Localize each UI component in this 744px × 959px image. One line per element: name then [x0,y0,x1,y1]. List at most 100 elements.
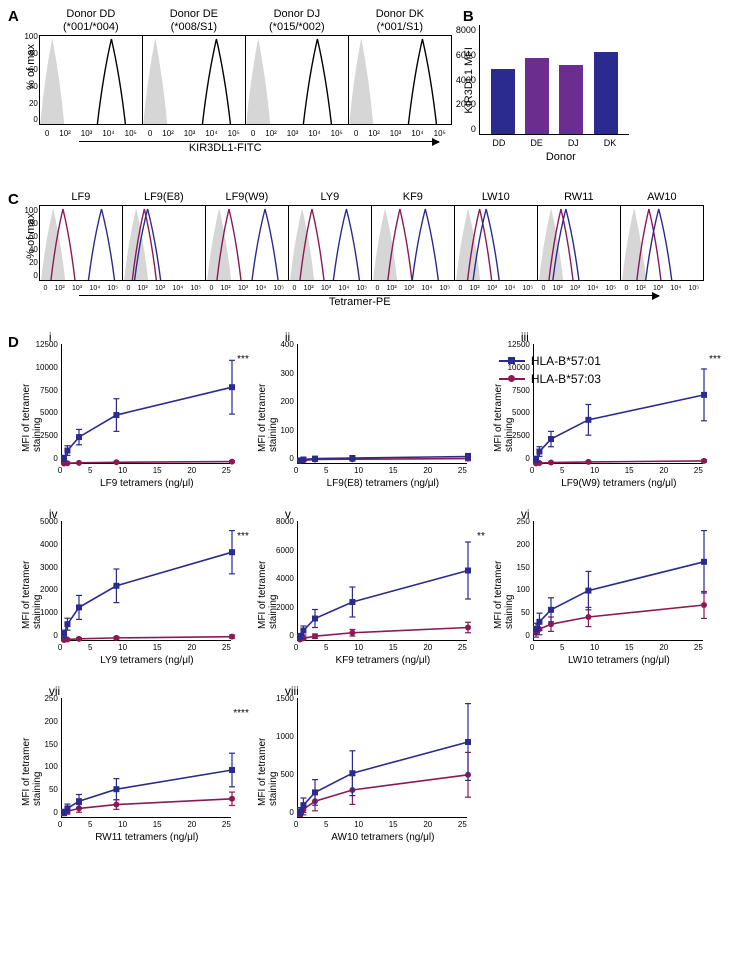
peptide-title: LF9 [71,191,90,203]
histogram-plot: 010²10³10⁴10⁵ [142,35,246,125]
panel-B-yticks: 80006000400020000 [450,25,476,134]
row-AB: A % of max Donor DD(*001/*004)0204060801… [8,8,736,163]
chart-xlabel: LF9 tetramers (ng/μl) [61,478,233,489]
bar-xtick: DJ [568,138,579,148]
panel-C-xlabel: Tetramer-PE [329,296,703,308]
chart-xlabel: LF9(W9) tetramers (ng/μl) [533,478,705,489]
bar [559,65,583,134]
panel-A-letter: A [8,8,19,25]
legend-label: HLA-B*57:03 [531,372,601,386]
peptide-title: LW10 [482,191,510,203]
chart-yticks: 250200150100500 [28,694,58,817]
panel-C-histogram: LY9 010²10³10⁴10⁵ [288,191,372,281]
panel-A-histogram: Donor DE(*008/S1)010²10³10⁴10⁵ [142,8,246,125]
x-ticks: 010²10³10⁴10⁵ [40,285,122,292]
chart-xticks: 0510152025 [58,643,231,652]
histogram-plot: 010²10³10⁴10⁵ [454,205,538,281]
x-ticks: 010²10³10⁴10⁵ [349,129,451,138]
panel-B-letter: B [463,8,629,25]
chart-xticks: 0510152025 [294,820,467,829]
x-ticks: 010²10³10⁴10⁵ [538,285,620,292]
chart-xticks: 0510152025 [58,466,231,475]
x-ticks: 010²10³10⁴10⁵ [123,285,205,292]
legend-item: HLA-B*57:01 [499,354,601,368]
legend-item: HLA-B*57:03 [499,372,601,386]
peptide-title: AW10 [647,191,677,203]
y-ticks: 020406080100 [18,32,38,124]
chart-xlabel: AW10 tetramers (ng/μl) [297,832,469,843]
histogram-plot: 010²10³10⁴10⁵ [245,35,349,125]
panel-B-plot: 80006000400020000 DDDEDJDK [479,25,629,135]
chart-xticks: 0510152025 [294,643,467,652]
histogram-plot: 010²10³10⁴10⁵ [348,35,452,125]
panel-B-xlabel: Donor [493,151,629,163]
chart-plot: 250200150100500 0510152025 [533,521,703,641]
chart-yticks: 4003002001000 [264,340,294,463]
chart-xlabel: LF9(E8) tetramers (ng/μl) [297,478,469,489]
panel-A-histogram: Donor DJ(*015/*002)010²10³10⁴10⁵ [245,8,349,125]
bar [491,69,515,134]
panel-D-chart: ii MFI of tetramer staining 400300200100… [261,334,469,489]
histogram-plot: 010²10³10⁴10⁵ [205,205,289,281]
panel-C-histogram: RW11010²10³10⁴10⁵ [537,191,621,281]
peptide-title: LF9(E8) [144,191,184,203]
panel-C-histogram: LF9(W9) 010²10³10⁴10⁵ [205,191,289,281]
chart-xticks: 0510152025 [294,466,467,475]
chart-xticks: 0510152025 [530,466,703,475]
significance-label: *** [237,354,249,365]
chart-xlabel: KF9 tetramers (ng/μl) [297,655,469,666]
panel-C-histogram: LW10 010²10³10⁴10⁵ [454,191,538,281]
panel-D-chart: i MFI of tetramer staining 1250010000750… [25,334,233,489]
panel-B-chart: KIR3DL1 MFI 80006000400020000 DDDEDJDK [463,25,629,135]
histogram-plot: 010²10³10⁴10⁵ [122,205,206,281]
panel-B-bars [480,25,629,134]
significance-label: ** [477,531,485,542]
chart-xlabel: LW10 tetramers (ng/μl) [533,655,705,666]
panel-D-chart: iv MFI of tetramer staining 500040003000… [25,511,233,666]
x-ticks: 010²10³10⁴10⁵ [289,285,371,292]
donor-title: Donor DE(*008/S1) [170,8,218,33]
panel-A: A % of max Donor DD(*001/*004)0204060801… [8,8,451,163]
chart-xlabel: RW11 tetramers (ng/μl) [61,832,233,843]
panel-C-histogram: LF9(E8) 010²10³10⁴10⁵ [122,191,206,281]
peptide-title: RW11 [564,191,594,203]
panel-D-chart: vi MFI of tetramer staining 250200150100… [497,511,705,666]
histogram-plot: 010²10³10⁴10⁵ [620,205,704,281]
donor-title: Donor DD(*001/*004) [63,8,119,33]
panel-A-xlabel: KIR3DL1-FITC [189,142,451,154]
bar [594,52,618,134]
chart-xticks: 0510152025 [530,643,703,652]
bar-xtick: DK [604,138,617,148]
panel-D-chart: v MFI of tetramer staining 8000600040002… [261,511,469,666]
x-ticks: 010²10³10⁴10⁵ [246,129,348,138]
panel-D-chart: viii MFI of tetramer staining 1500100050… [261,688,469,843]
x-ticks: 010²10³10⁴10⁵ [143,129,245,138]
x-ticks: 010²10³10⁴10⁵ [621,285,703,292]
donor-title: Donor DJ(*015/*002) [269,8,325,33]
panel-B-xticks: DDDEDJDK [480,138,629,148]
significance-label: *** [237,531,249,542]
panel-D-chart: vii MFI of tetramer staining 25020015010… [25,688,233,843]
histogram-plot: 020406080100010²10³10⁴10⁵ [39,205,123,281]
x-ticks: 010²10³10⁴10⁵ [40,129,142,138]
x-ticks: 010²10³10⁴10⁵ [206,285,288,292]
peptide-title: KF9 [403,191,423,203]
panel-C-histogram: AW10 010²10³10⁴10⁵ [620,191,704,281]
panel-A-histogram: Donor DD(*001/*004)020406080100010²10³10… [39,8,143,125]
panel-D-legend: HLA-B*57:01 HLA-B*57:03 [499,354,601,390]
chart-xlabel: LY9 tetramers (ng/μl) [61,655,233,666]
chart-plot: 4003002001000 0510152025 [297,344,467,464]
peptide-title: LY9 [320,191,339,203]
histogram-plot: 010²10³10⁴10⁵ [288,205,372,281]
donor-title: Donor DK(*001/S1) [376,8,424,33]
bar [525,58,549,134]
panel-A-histograms: % of max Donor DD(*001/*004)020406080100… [25,8,451,125]
panel-C-histogram: KF9 010²10³10⁴10⁵ [371,191,455,281]
histogram-plot: 010²10³10⁴10⁵ [371,205,455,281]
panel-D: D i MFI of tetramer staining 12500100007… [8,334,736,843]
y-ticks: 020406080100 [18,206,38,280]
panel-C: C % of max LF9020406080100010²10³10⁴10⁵L… [8,191,736,308]
panel-D-letter: D [8,334,19,351]
x-ticks: 010²10³10⁴10⁵ [455,285,537,292]
peptide-title: LF9(W9) [225,191,268,203]
